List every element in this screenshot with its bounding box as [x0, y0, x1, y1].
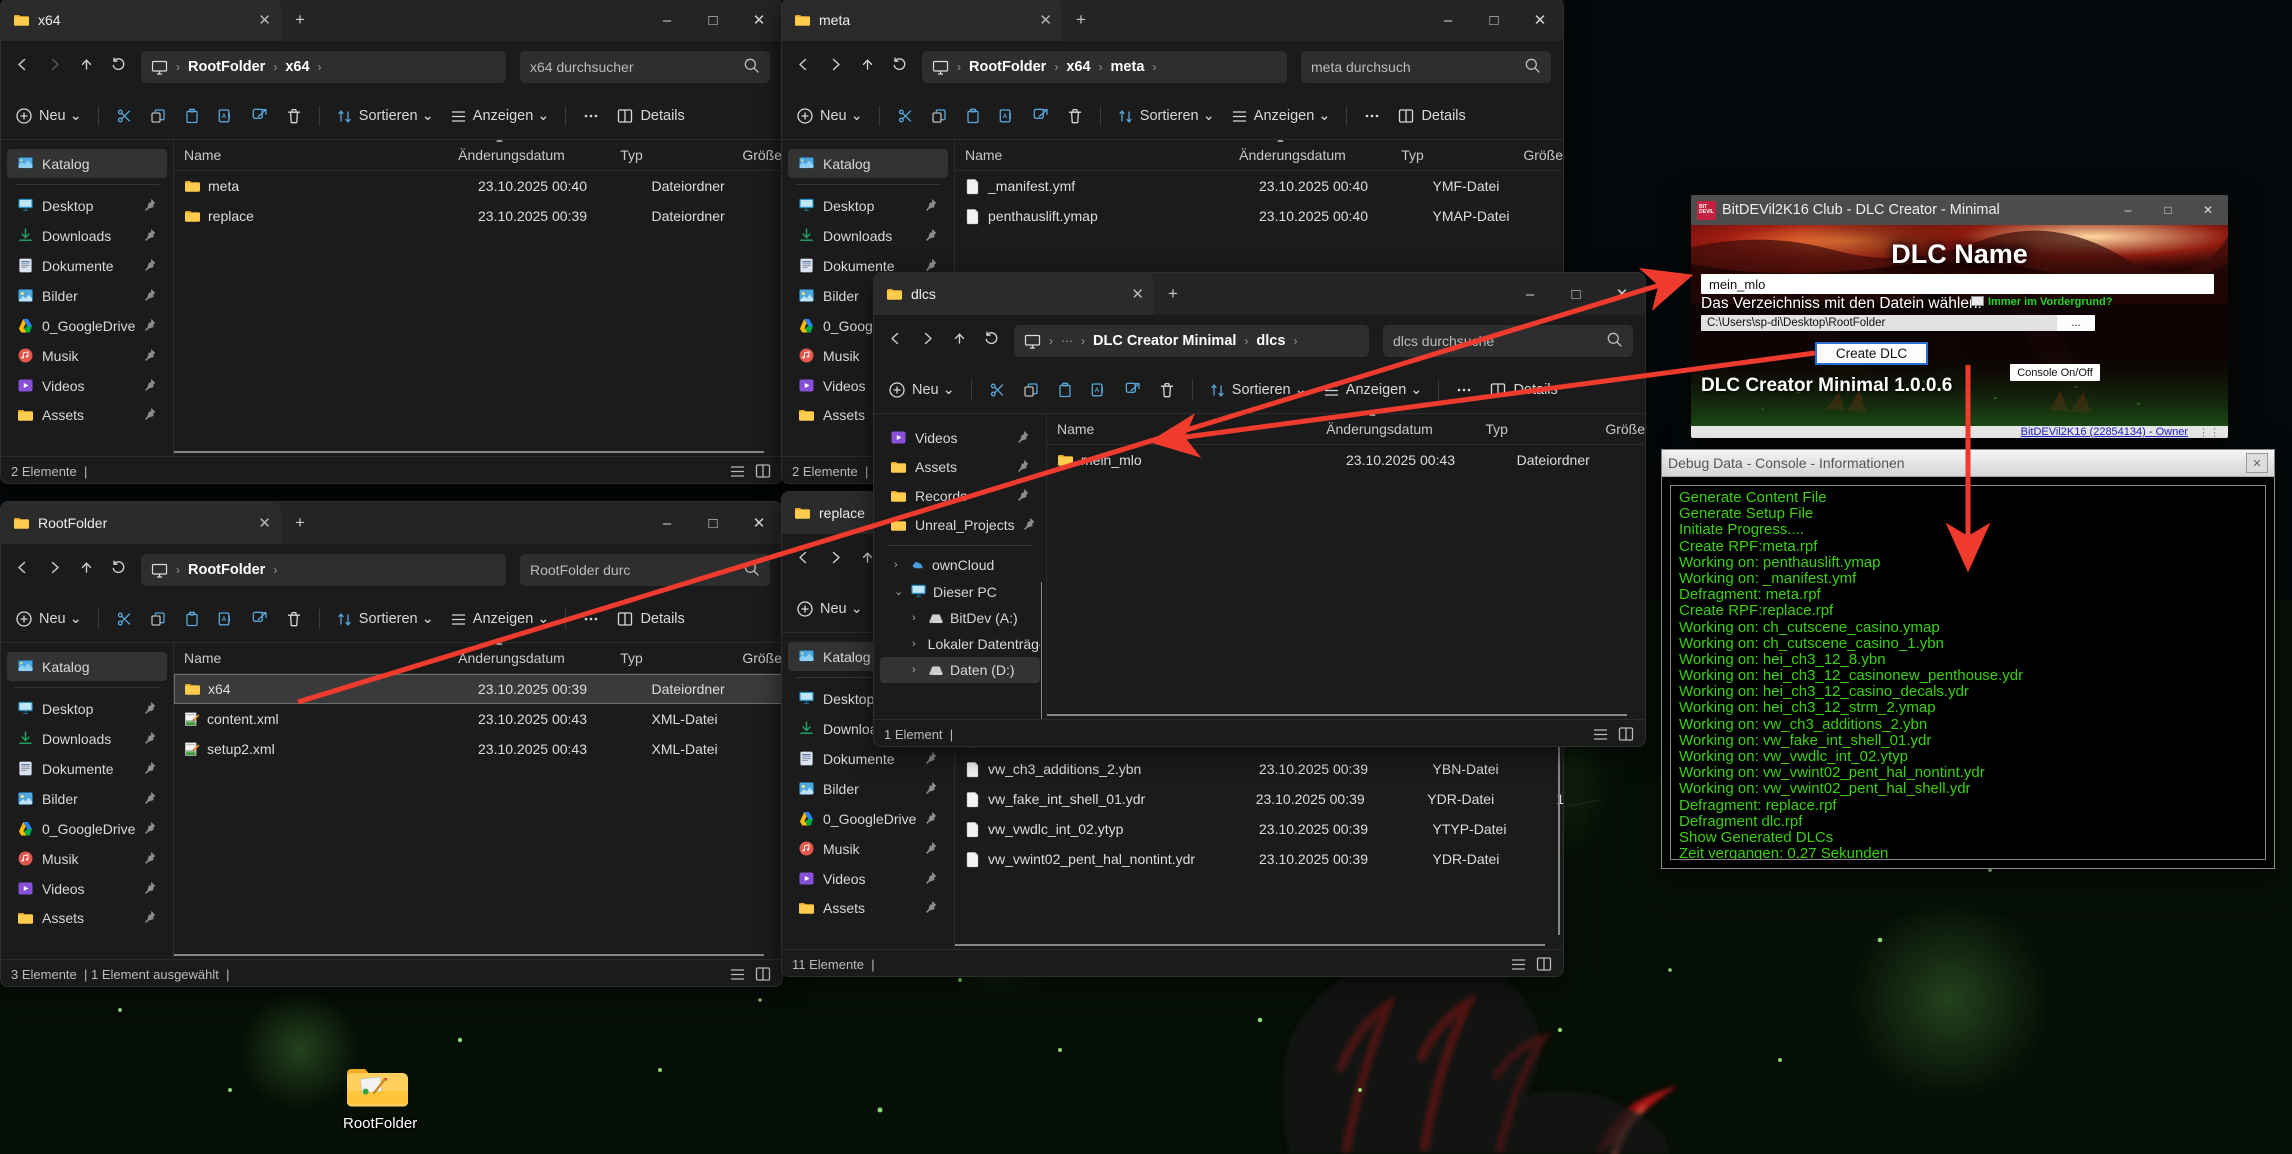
svg-text:A: A [221, 616, 226, 623]
svg-text:A: A [1002, 113, 1007, 120]
svg-text:A: A [221, 113, 226, 120]
svg-text:A: A [1094, 387, 1099, 394]
